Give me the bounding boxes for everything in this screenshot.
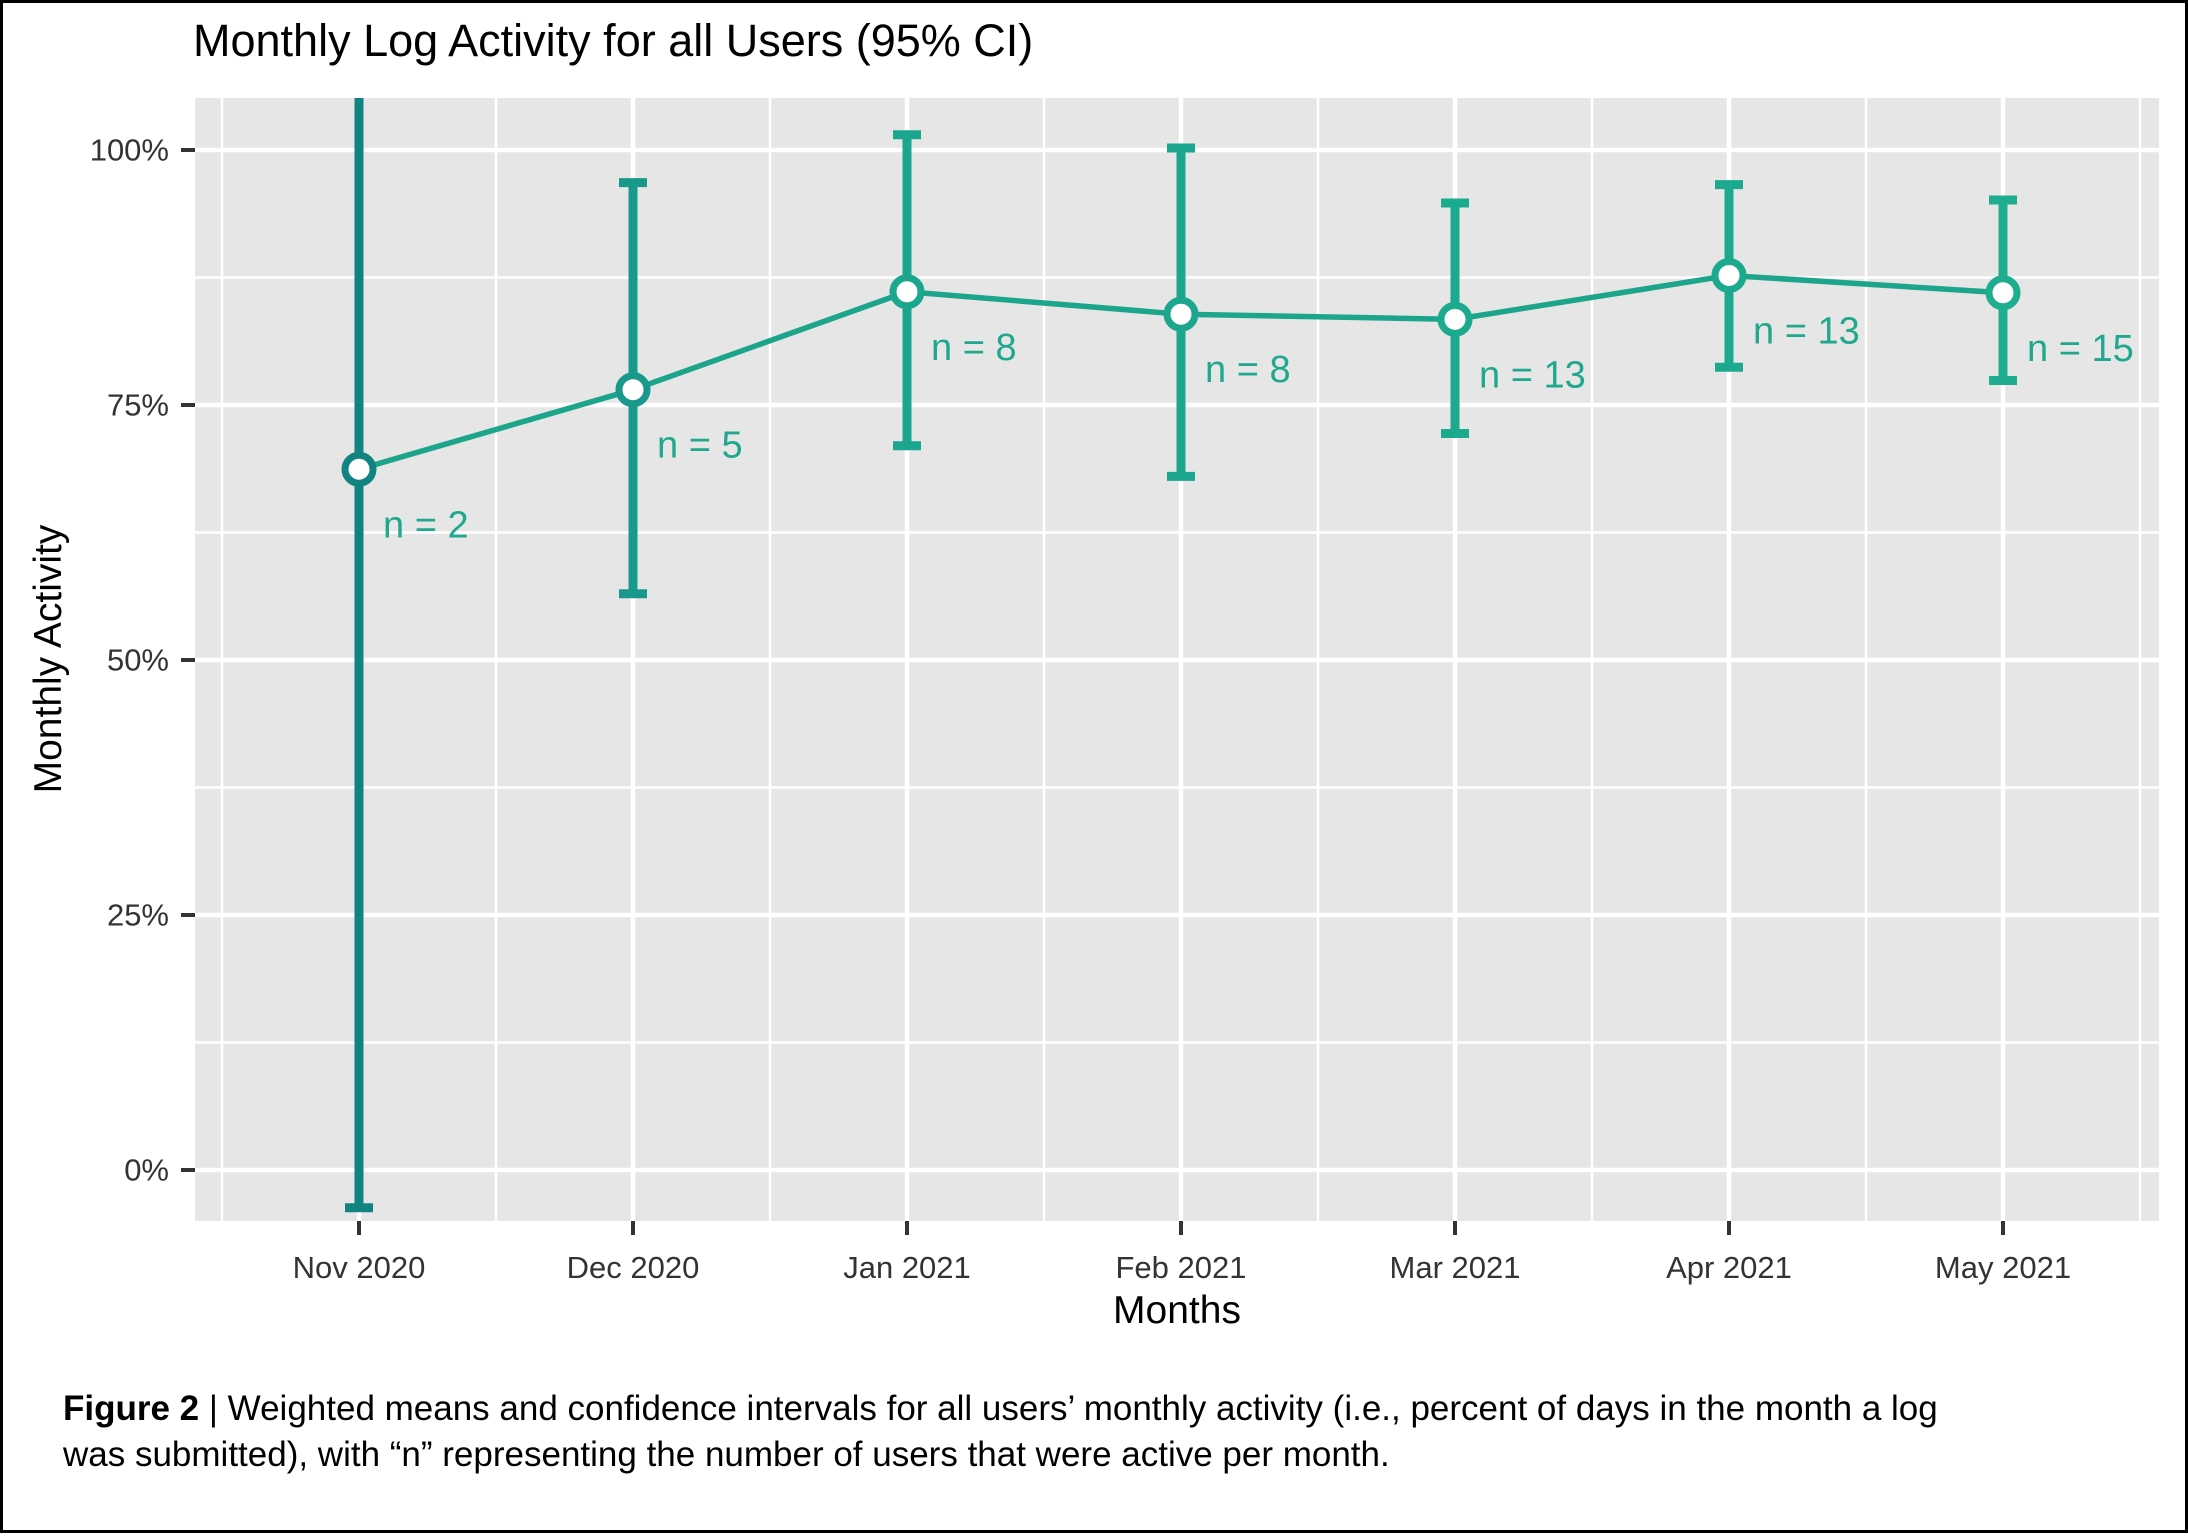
data-point (341, 451, 377, 487)
data-point (1711, 257, 1747, 293)
chart-title: Monthly Log Activity for all Users (95% … (193, 15, 1034, 66)
n-count-label: n = 5 (657, 425, 743, 467)
y-tick-label: 100% (90, 133, 169, 168)
figure-caption: Figure 2 | Weighted means and confidence… (63, 1386, 1993, 1478)
x-axis-title: Months (1113, 1289, 1241, 1332)
data-point (615, 372, 651, 408)
y-tick-label: 25% (107, 898, 169, 933)
x-tick-label: Apr 2021 (1666, 1250, 1792, 1285)
n-count-label: n = 15 (2027, 328, 2134, 370)
n-count-label: n = 13 (1479, 354, 1586, 396)
x-tick-label: Nov 2020 (293, 1250, 426, 1285)
x-tick-label: Mar 2021 (1390, 1250, 1521, 1285)
figure-caption-label: Figure 2 (63, 1389, 200, 1428)
data-point (1985, 275, 2021, 311)
y-tick-label: 75% (107, 388, 169, 423)
figure-caption-text: | Weighted means and confidence interval… (63, 1389, 1938, 1475)
y-tick-label: 50% (107, 643, 169, 678)
chart-plot-area: 0% 25% 50% 75% 100% Nov 2020 Dec 2020 Jan 2021 F… (90, 98, 2159, 1285)
n-count-label: n = 8 (1205, 349, 1291, 391)
n-count-label: n = 13 (1753, 310, 1860, 352)
n-count-label: n = 8 (931, 327, 1017, 369)
n-count-label: n = 2 (383, 504, 469, 546)
data-point (1437, 301, 1473, 337)
data-point (889, 274, 925, 310)
data-point (1163, 296, 1199, 332)
y-tick-label: 0% (124, 1153, 169, 1188)
x-tick-label: May 2021 (1935, 1250, 2071, 1285)
x-tick-label: Dec 2020 (567, 1250, 700, 1285)
x-tick-label: Feb 2021 (1116, 1250, 1247, 1285)
x-tick-label: Jan 2021 (843, 1250, 971, 1285)
